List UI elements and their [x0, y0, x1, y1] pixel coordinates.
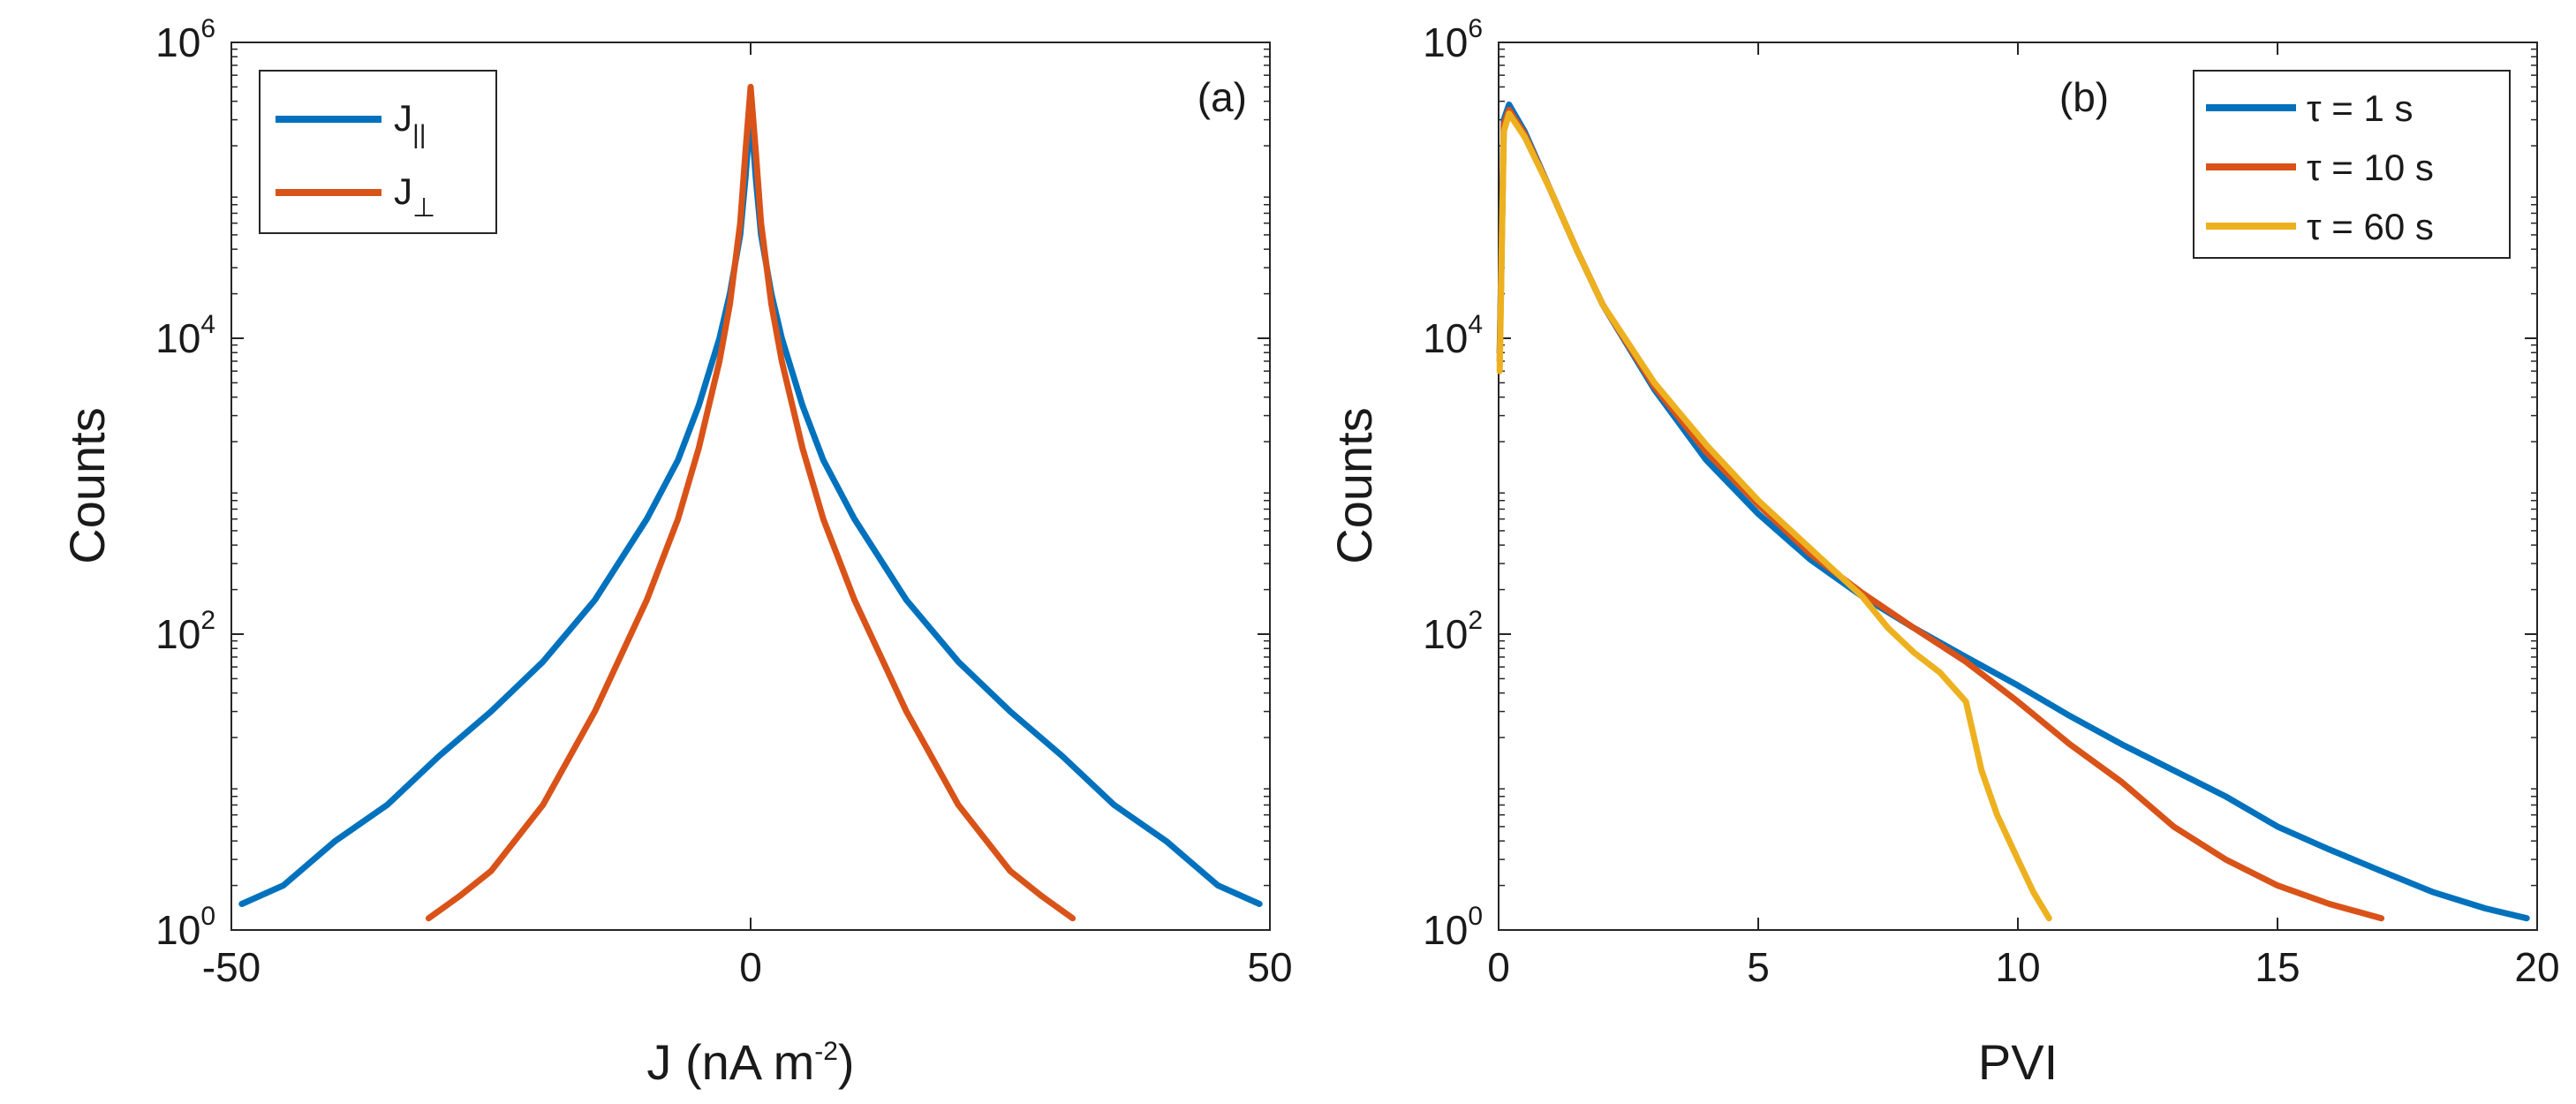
- panel-b-x-tick-label: 0: [1487, 944, 1510, 990]
- panel-a-x-tick-label: 50: [1247, 944, 1292, 990]
- panel-a-x-axis-label-exponent: -2: [814, 1037, 838, 1066]
- panel-b-y-tick-label: 100: [1423, 902, 1483, 953]
- panel-a-legend-name-j-perp: J: [394, 170, 412, 212]
- panel-a-series-line-1: [425, 83, 1076, 922]
- panel-b-x-axis-label: PVI: [1978, 1034, 2058, 1090]
- panel-a-y-axis-label: Counts: [59, 407, 115, 563]
- panel-b-y-tick-base: 10: [1423, 19, 1468, 65]
- panel-b-legend-label-tau-60: τ = 60 s: [2307, 206, 2434, 247]
- panel-a-label: (a): [1197, 74, 1247, 120]
- panel-b-label: (b): [2059, 74, 2109, 120]
- panel-b-x-tick-label: 5: [1747, 944, 1770, 990]
- panel-b-y-tick-base: 10: [1423, 315, 1468, 361]
- panel-b-legend-label-tau-1: τ = 1 s: [2307, 87, 2413, 129]
- panel-a-legend-box: [259, 70, 497, 234]
- panel-a-y-tick-exponent: 2: [200, 606, 215, 635]
- panel-a-y-tick-label: 100: [155, 902, 215, 953]
- panel-b-y-tick-exponent: 0: [1468, 902, 1483, 931]
- panel-b-y-tick-exponent: 6: [1468, 14, 1483, 43]
- panel-a-x-axis-label-main: J (nA m: [646, 1034, 814, 1090]
- panel-a-y-tick-exponent: 6: [200, 14, 215, 43]
- panel-a-y-tick-base: 10: [155, 315, 200, 361]
- panel-b-x-tick-label: 10: [1995, 944, 2040, 990]
- panel-a-legend-name-j-parallel: J: [394, 97, 412, 139]
- panel-a-legend-label-j-perp: J⊥: [394, 170, 435, 223]
- panel-a-y-tick-label: 102: [155, 606, 215, 657]
- panel-b-y-tick-exponent: 4: [1468, 310, 1483, 339]
- panel-a-legend-subscript-j-parallel: ||: [412, 120, 427, 149]
- panel-a-y-tick-label: 104: [155, 310, 215, 361]
- panel-b-series-line-2: [1496, 110, 2052, 922]
- panel-b-y-tick-base: 10: [1423, 611, 1468, 657]
- panel-a-x-tick-label: 0: [739, 944, 762, 990]
- panel-a-legend: J|| J⊥: [259, 70, 497, 234]
- panel-a-x-axis-label-close: ): [838, 1034, 855, 1090]
- panel-a-x-axis-label: J (nA m-2): [646, 1034, 854, 1090]
- panel-b-y-tick-base: 10: [1423, 907, 1468, 953]
- panel-b-y-axis-label: Counts: [1326, 407, 1382, 563]
- panel-a-legend-subscript-j-perp: ⊥: [412, 193, 435, 223]
- panel-b-y-tick-label: 102: [1423, 606, 1483, 657]
- panel-b-y-tick-exponent: 2: [1468, 606, 1483, 635]
- panel-b-legend: τ = 1 s τ = 10 s τ = 60 s: [2193, 70, 2511, 259]
- panel-a-legend-label-j-parallel: J||: [394, 97, 427, 149]
- panel-b-x-ticks: 0 5 10 15 20: [1487, 42, 2560, 990]
- panel-b-series: [1496, 101, 2530, 922]
- panel-a-y-tick-exponent: 0: [200, 902, 215, 931]
- panel-a-y-tick-base: 10: [155, 907, 200, 953]
- panel-b-x-tick-label: 20: [2514, 944, 2559, 990]
- panel-b-legend-label-tau-10: τ = 10 s: [2307, 147, 2434, 188]
- panel-a-x-tick-label: -50: [202, 944, 261, 990]
- panel-a-y-tick-label: 106: [155, 14, 215, 65]
- panel-a-y-tick-base: 10: [155, 611, 200, 657]
- panel-a-series: [238, 83, 1263, 922]
- panel-a-y-tick-exponent: 4: [200, 310, 215, 339]
- panel-b-y-tick-label: 104: [1423, 310, 1483, 361]
- panel-a-y-tick-base: 10: [155, 19, 200, 65]
- panel-b-x-tick-label: 15: [2255, 944, 2300, 990]
- panel-a-x-ticks: -50 0 50: [202, 42, 1293, 990]
- panel-b-y-tick-label: 106: [1423, 14, 1483, 65]
